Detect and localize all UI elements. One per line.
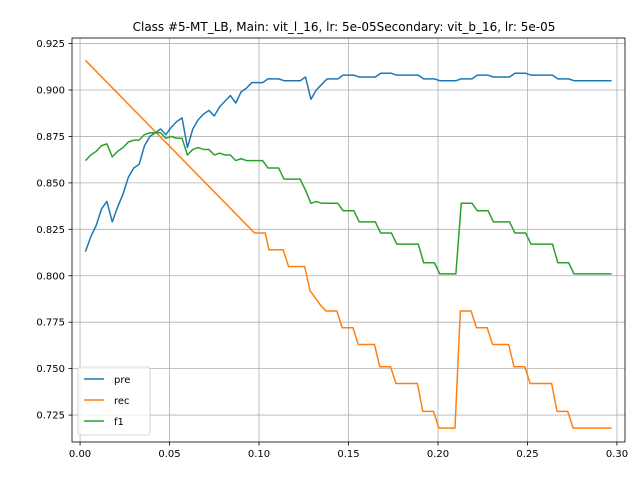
y-tick-label: 0.850: [36, 178, 65, 189]
legend-label-rec: rec: [114, 396, 130, 407]
y-tick-label: 0.800: [36, 271, 65, 282]
series-line-pre: [84, 72, 612, 252]
y-tick-label: 0.900: [36, 86, 65, 97]
x-tick-label: 0.15: [337, 449, 359, 460]
series-lines: [84, 59, 612, 429]
x-tick-label: 0.00: [69, 449, 91, 460]
y-tick-label: 0.925: [36, 39, 65, 50]
x-tick-label: 0.05: [158, 449, 180, 460]
y-axis: 0.725 0.750 0.775 0.800 0.825 0.850 0.875 0.900…: [36, 39, 72, 422]
series-line-rec: [84, 59, 612, 429]
chart-title: Class #5-MT_LB, Main: vit_l_16, lr: 5e-0…: [133, 20, 556, 34]
legend: pre rec f1: [77, 366, 151, 436]
x-tick-label: 0.30: [606, 449, 628, 460]
y-tick-label: 0.825: [36, 225, 65, 236]
x-axis: 0.00 0.05 0.10 0.15 0.20 0.25 0.30: [69, 442, 628, 460]
x-tick-label: 0.10: [248, 449, 270, 460]
series-line-f1: [84, 131, 612, 275]
y-tick-label: 0.750: [36, 364, 65, 375]
legend-label-pre: pre: [114, 375, 130, 386]
x-tick-label: 0.25: [516, 449, 538, 460]
y-tick-label: 0.725: [36, 411, 65, 422]
y-tick-label: 0.875: [36, 132, 65, 143]
x-tick-label: 0.20: [427, 449, 449, 460]
gridlines: [72, 38, 625, 442]
y-tick-label: 0.775: [36, 318, 65, 329]
legend-label-f1: f1: [114, 417, 124, 428]
legend-box: [77, 366, 151, 436]
